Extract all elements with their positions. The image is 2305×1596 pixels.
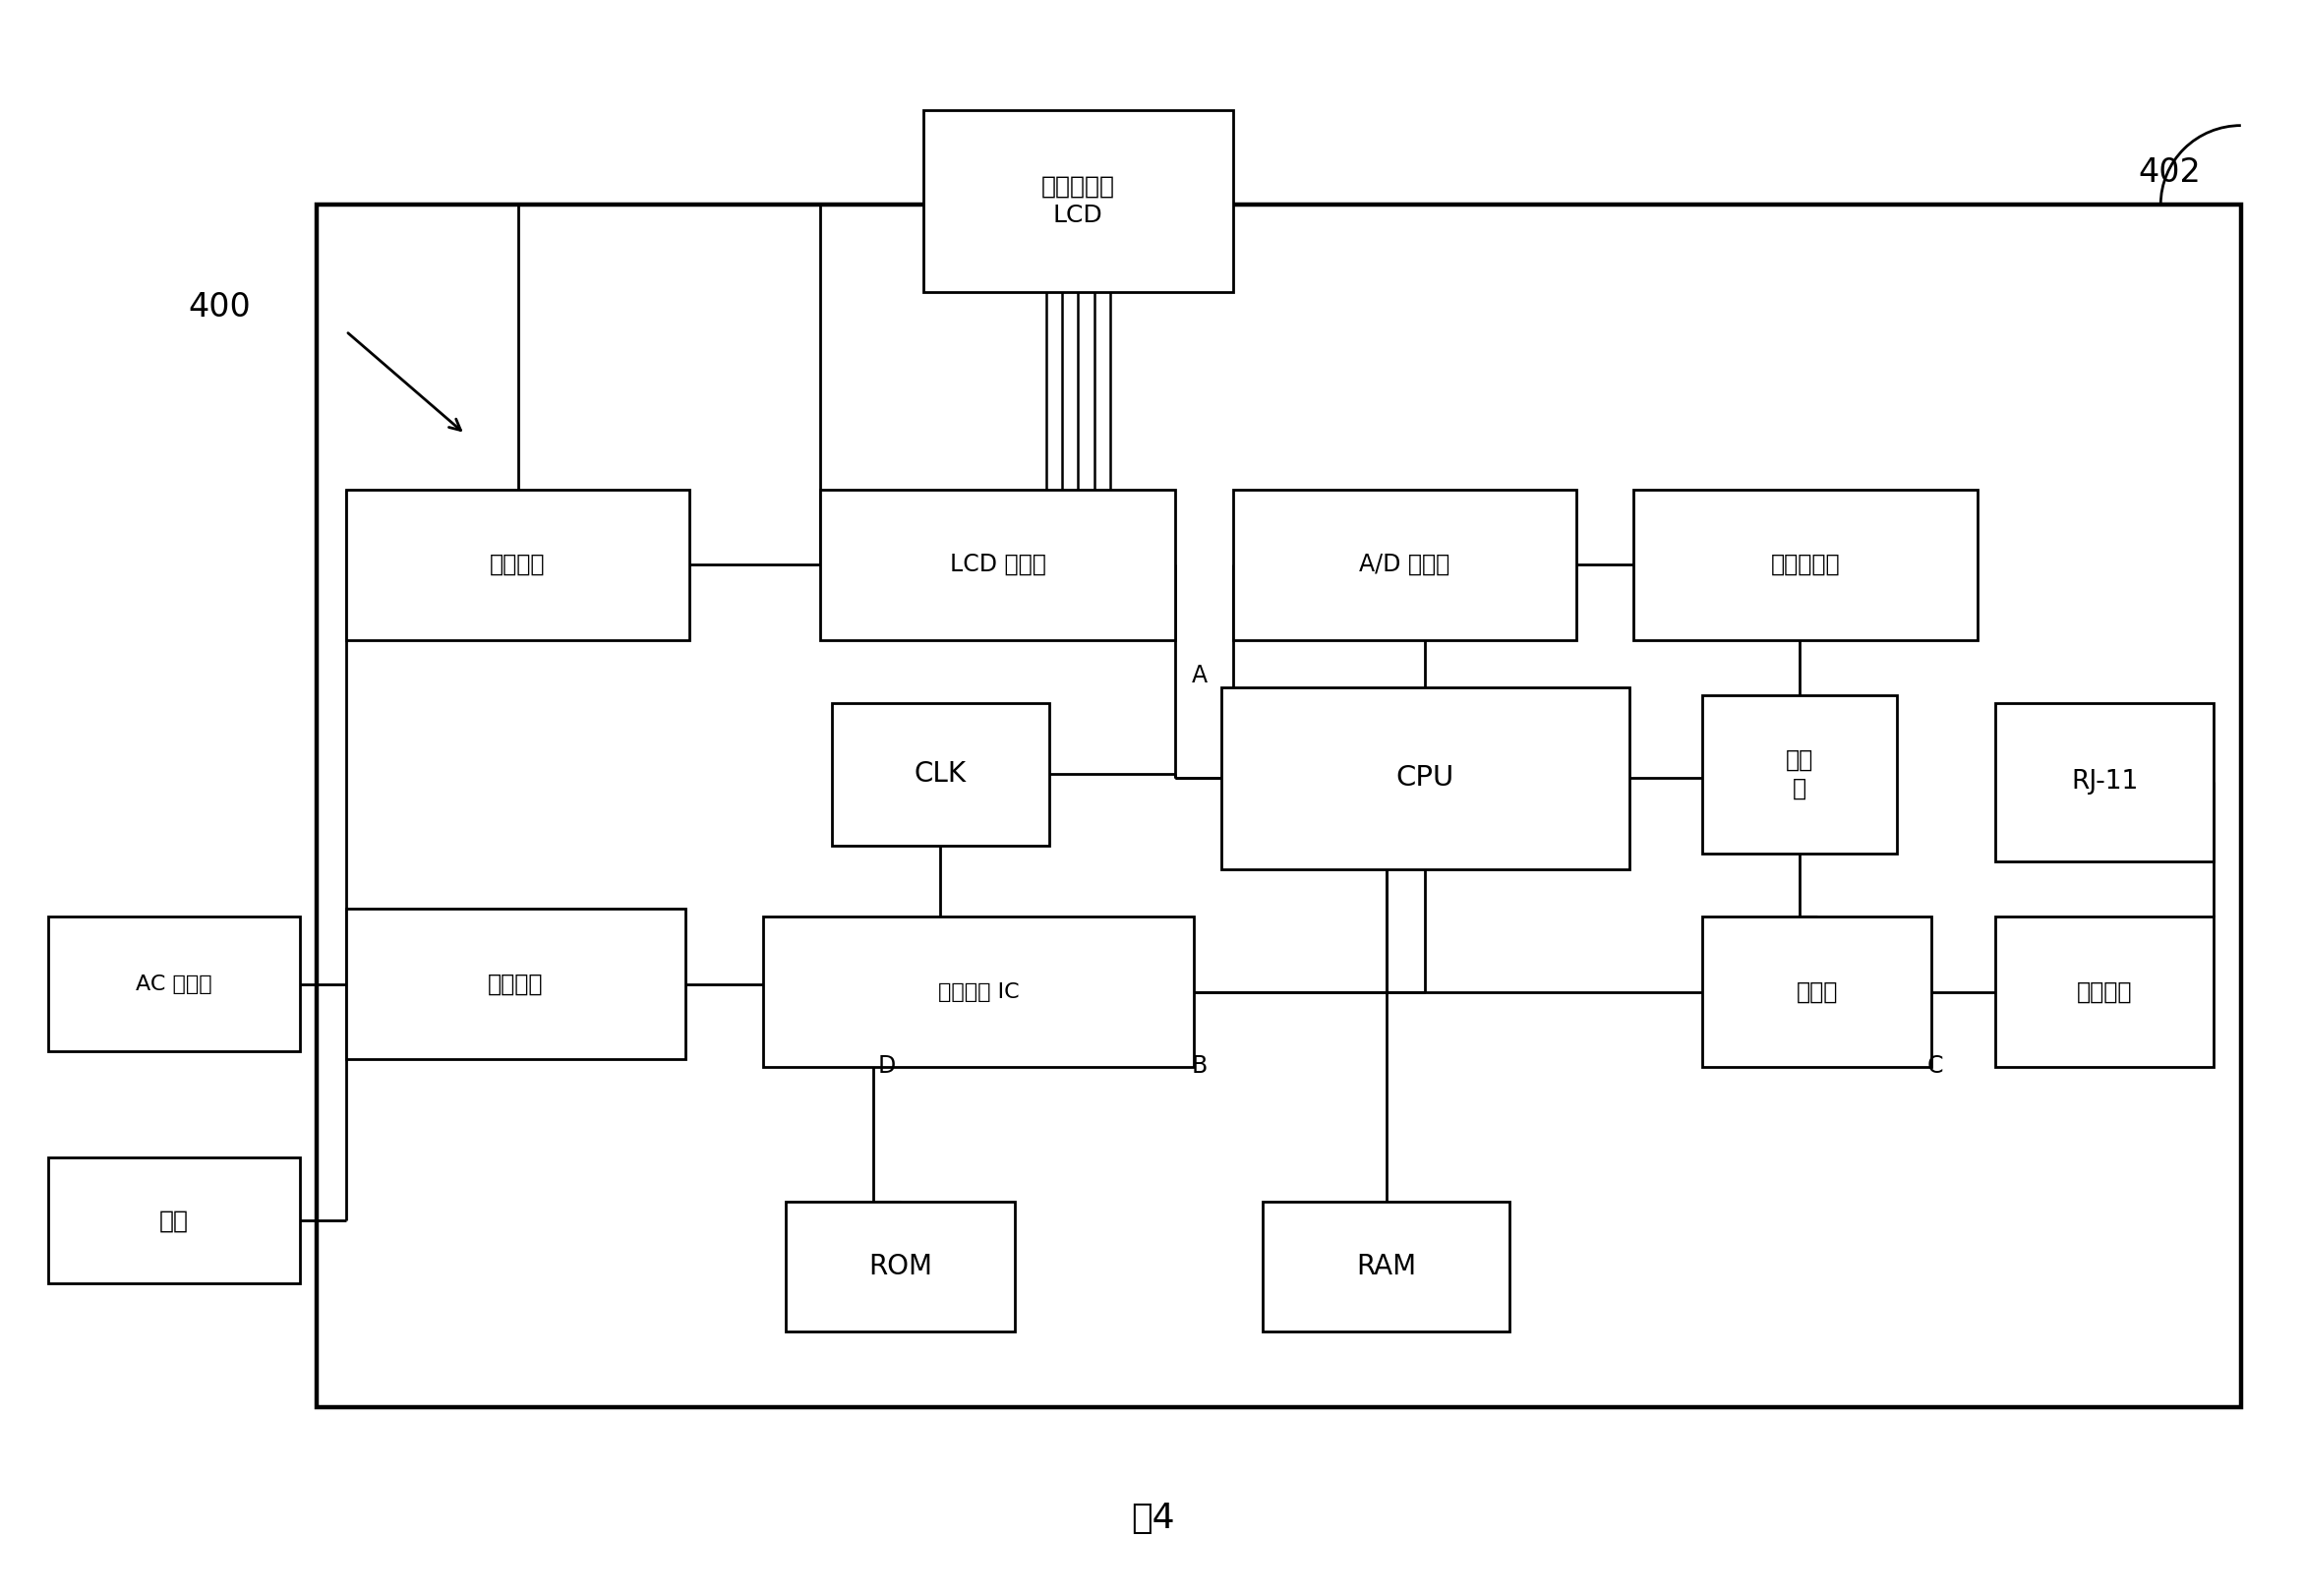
Text: 402: 402 xyxy=(2137,156,2201,190)
Bar xyxy=(1996,916,2213,1068)
Text: A: A xyxy=(1192,664,1208,688)
Bar xyxy=(1634,490,1978,640)
Text: 红外线模块: 红外线模块 xyxy=(1770,552,1839,576)
Bar xyxy=(924,110,1233,292)
Bar xyxy=(1703,916,1932,1068)
Text: 周边装置: 周边装置 xyxy=(491,552,546,576)
Text: 变压
器: 变压 器 xyxy=(1786,749,1814,801)
Bar xyxy=(316,204,2240,1408)
Bar xyxy=(832,704,1049,846)
Text: C: C xyxy=(1927,1055,1943,1077)
Bar xyxy=(1263,1202,1510,1331)
Text: RAM: RAM xyxy=(1355,1253,1415,1280)
Bar xyxy=(1233,490,1577,640)
Text: 输出端口: 输出端口 xyxy=(2077,980,2132,1004)
Text: CPU: CPU xyxy=(1397,764,1454,792)
Bar xyxy=(1996,704,2213,862)
Text: 图4: 图4 xyxy=(1129,1502,1176,1535)
Bar xyxy=(1703,696,1897,854)
Text: LCD 控制器: LCD 控制器 xyxy=(950,552,1046,576)
Text: B: B xyxy=(1192,1055,1208,1077)
Text: ROM: ROM xyxy=(869,1253,934,1280)
Text: 电源管理: 电源管理 xyxy=(489,972,544,996)
Bar xyxy=(48,916,300,1052)
Text: 400: 400 xyxy=(189,290,251,324)
Bar xyxy=(48,1157,300,1283)
Bar xyxy=(786,1202,1014,1331)
Bar xyxy=(763,916,1194,1068)
Bar xyxy=(1222,688,1630,870)
Text: CLK: CLK xyxy=(915,761,966,788)
Text: 驱动器: 驱动器 xyxy=(1796,980,1837,1004)
Bar xyxy=(821,490,1176,640)
Bar xyxy=(346,908,685,1060)
Text: RJ-11: RJ-11 xyxy=(2070,769,2139,795)
Text: AC 适配器: AC 适配器 xyxy=(136,974,212,994)
Text: D: D xyxy=(878,1055,897,1077)
Text: 电源控制 IC: 电源控制 IC xyxy=(938,982,1019,1002)
Text: A/D 转换器: A/D 转换器 xyxy=(1360,552,1450,576)
Text: 液晶显示器
LCD: 液晶显示器 LCD xyxy=(1042,174,1116,227)
Text: 电池: 电池 xyxy=(159,1208,189,1232)
Bar xyxy=(346,490,689,640)
